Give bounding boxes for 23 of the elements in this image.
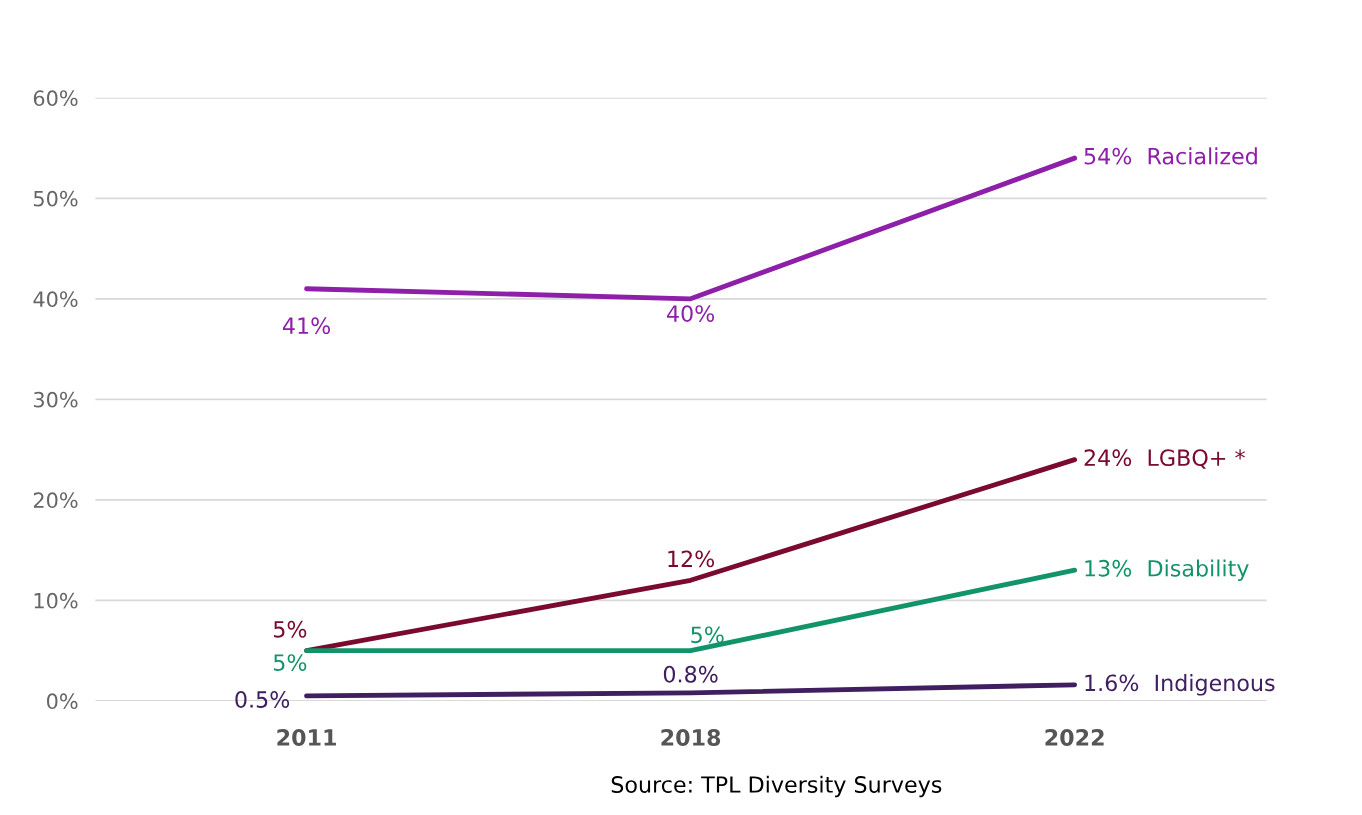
- text: 24% LGBQ+ *: [1084, 449, 1245, 469]
- y-tick-label: 60%: [33, 90, 78, 107]
- y-tick-label: 20%: [33, 492, 78, 509]
- data-label: 0.8%: [663, 665, 718, 683]
- data-label: 40%: [666, 305, 715, 322]
- text: 13% Disability: [1085, 559, 1249, 581]
- y-tick-label: 30%: [33, 391, 78, 408]
- data-label: 12%: [668, 550, 715, 568]
- y-tick-label: 50%: [33, 190, 78, 207]
- y-tick-label: 10%: [34, 592, 78, 609]
- x-tick-label: 2011: [277, 729, 336, 746]
- y-tick-label: 40%: [33, 291, 78, 308]
- x-tick-label: 2018: [661, 729, 721, 746]
- source-note: Source: TPL Diversity Surveys: [611, 775, 942, 798]
- text: 1.6% Indigenous: [1085, 674, 1275, 696]
- data-label: 5%: [273, 620, 307, 638]
- data-label: 0.5%: [235, 691, 290, 708]
- y-tick-label: 0%: [47, 693, 78, 710]
- text: 54% Racialized: [1084, 147, 1257, 165]
- data-label: 5%: [691, 626, 724, 644]
- data-label: 41%: [282, 317, 331, 335]
- data-label: 5%: [273, 654, 307, 671]
- x-tick-label: 2022: [1045, 729, 1104, 746]
